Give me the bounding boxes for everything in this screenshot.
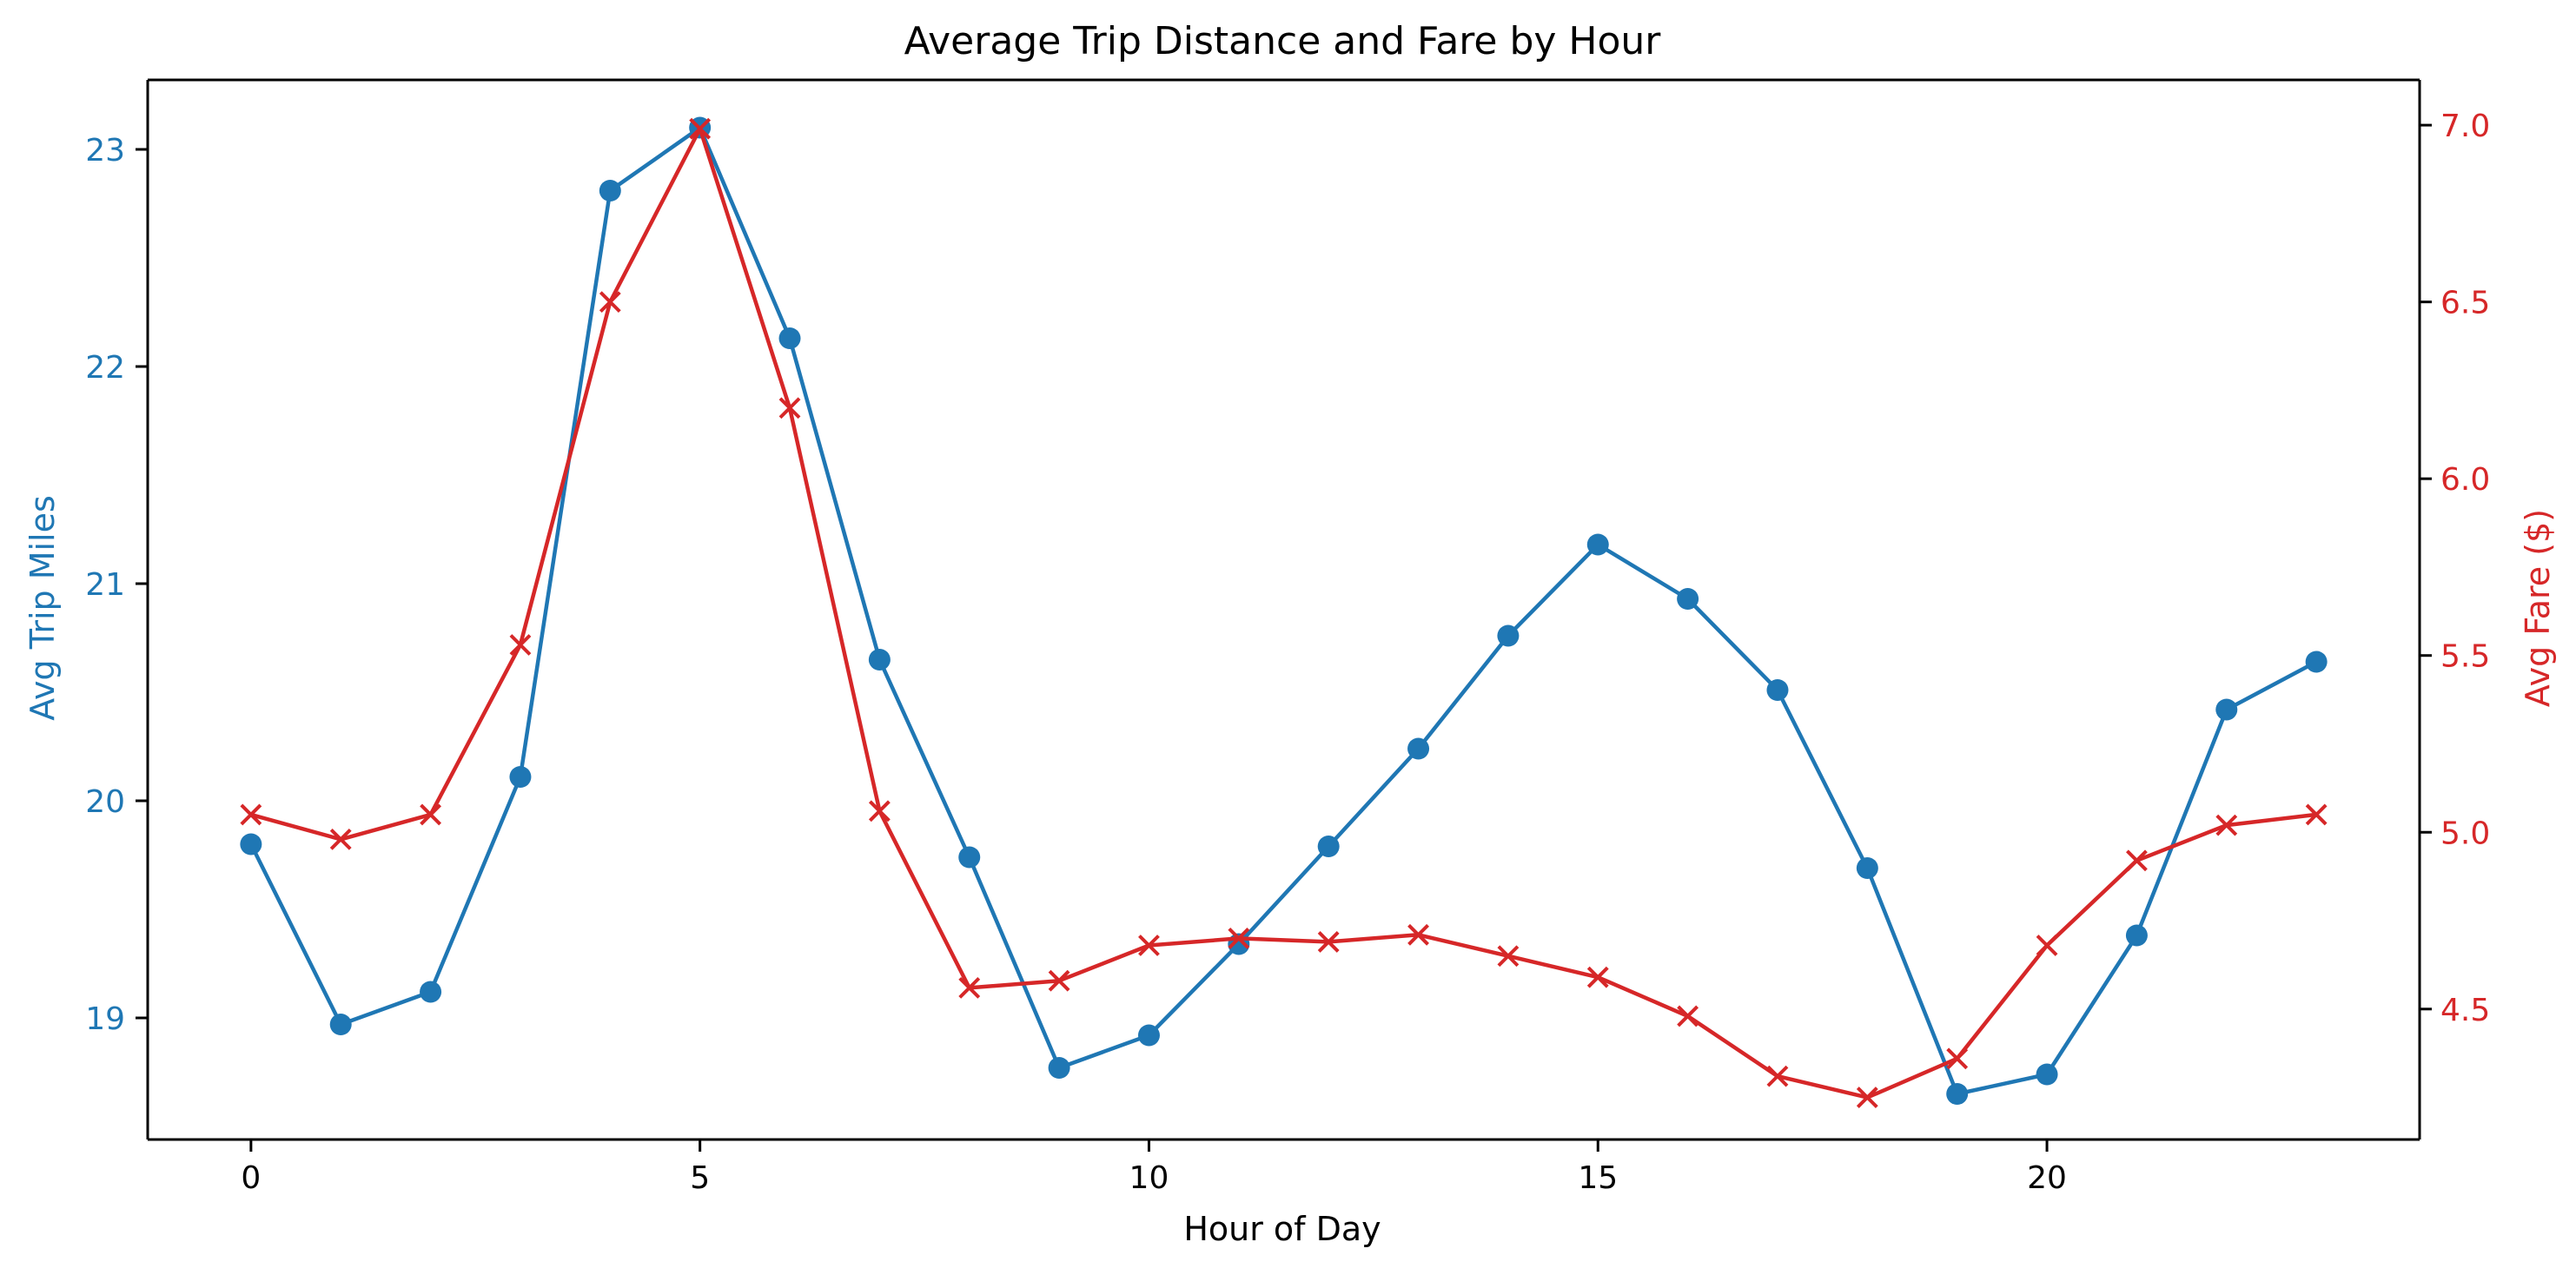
- data-point: [2305, 803, 2328, 826]
- y-axis-label-right: Avg Fare ($): [2519, 509, 2557, 707]
- data-point: [2036, 935, 2058, 956]
- data-point: [2215, 814, 2238, 836]
- data-point: [2036, 1063, 2058, 1086]
- data-point: [778, 327, 801, 349]
- data-point: [1946, 1047, 1969, 1070]
- series-0: [240, 116, 2328, 1105]
- y-tick-label-left: 21: [85, 567, 125, 603]
- chart-title: Average Trip Distance and Fare by Hour: [904, 19, 1662, 63]
- data-point: [509, 634, 532, 656]
- data-point: [329, 1014, 352, 1035]
- data-point: [689, 117, 712, 140]
- data-point: [2126, 849, 2148, 872]
- data-point: [2125, 924, 2148, 947]
- data-point: [329, 828, 352, 850]
- data-point: [599, 291, 621, 314]
- x-tick-label: 5: [690, 1160, 710, 1196]
- data-point: [2305, 651, 2328, 673]
- data-point: [599, 180, 621, 201]
- data-point: [1766, 679, 1789, 701]
- x-tick-label: 0: [241, 1160, 261, 1196]
- data-point: [1407, 737, 1430, 760]
- data-point: [1766, 1065, 1789, 1087]
- data-point: [868, 649, 891, 671]
- data-point: [240, 803, 262, 826]
- y-tick-label-left: 22: [85, 350, 125, 386]
- y-tick-label-right: 6.0: [2440, 462, 2490, 498]
- y-tick-label-right: 6.5: [2440, 286, 2490, 321]
- data-point: [420, 981, 442, 1003]
- data-point: [1407, 923, 1429, 946]
- data-point: [1586, 533, 1609, 556]
- series-1: [240, 117, 2328, 1108]
- data-point: [1856, 1087, 1878, 1108]
- y-tick-label-left: 20: [85, 784, 125, 820]
- data-point: [1048, 1057, 1070, 1079]
- data-point: [1497, 945, 1520, 968]
- series-line-1: [250, 126, 2317, 1100]
- data-point: [1677, 588, 1699, 610]
- y-tick-label-left: 19: [85, 1001, 125, 1037]
- data-point: [2215, 698, 2238, 721]
- data-point: [509, 766, 532, 788]
- series-layer: [240, 116, 2328, 1108]
- y-tick-label-right: 5.0: [2440, 816, 2490, 851]
- data-point: [1228, 927, 1250, 949]
- x-axis-label: Hour of Day: [1183, 1210, 1381, 1248]
- data-point: [958, 976, 981, 999]
- data-point: [958, 846, 981, 869]
- y-tick-label-right: 7.0: [2440, 109, 2490, 144]
- data-point: [1586, 966, 1609, 988]
- data-point: [1048, 969, 1070, 992]
- x-tick-label: 20: [2027, 1160, 2067, 1196]
- y-tick-label-right: 5.5: [2440, 639, 2490, 675]
- y-tick-label-left: 23: [85, 133, 125, 168]
- x-tick-label: 15: [1578, 1160, 1618, 1196]
- data-point: [1946, 1083, 1969, 1105]
- data-point: [1317, 931, 1340, 953]
- data-point: [1138, 935, 1160, 956]
- y-tick-label-right: 4.5: [2440, 993, 2490, 1028]
- data-point: [1856, 857, 1878, 879]
- x-tick-label: 10: [1129, 1160, 1169, 1196]
- series-line-0: [248, 125, 2318, 1096]
- axes-layer: 0 5 10 15 20 19 20 21 22 23 4.5 5.0 5.5 6.0 6.5 7.0: [85, 78, 2490, 1196]
- data-point: [240, 833, 262, 856]
- data-point: [868, 800, 891, 822]
- data-point: [1677, 1005, 1699, 1027]
- y-axis-label-left: Avg Trip Miles: [23, 495, 62, 721]
- data-point: [420, 803, 441, 826]
- data-point: [1137, 1024, 1160, 1047]
- data-point: [1317, 836, 1340, 857]
- data-point: [778, 397, 801, 419]
- data-point: [1497, 624, 1520, 647]
